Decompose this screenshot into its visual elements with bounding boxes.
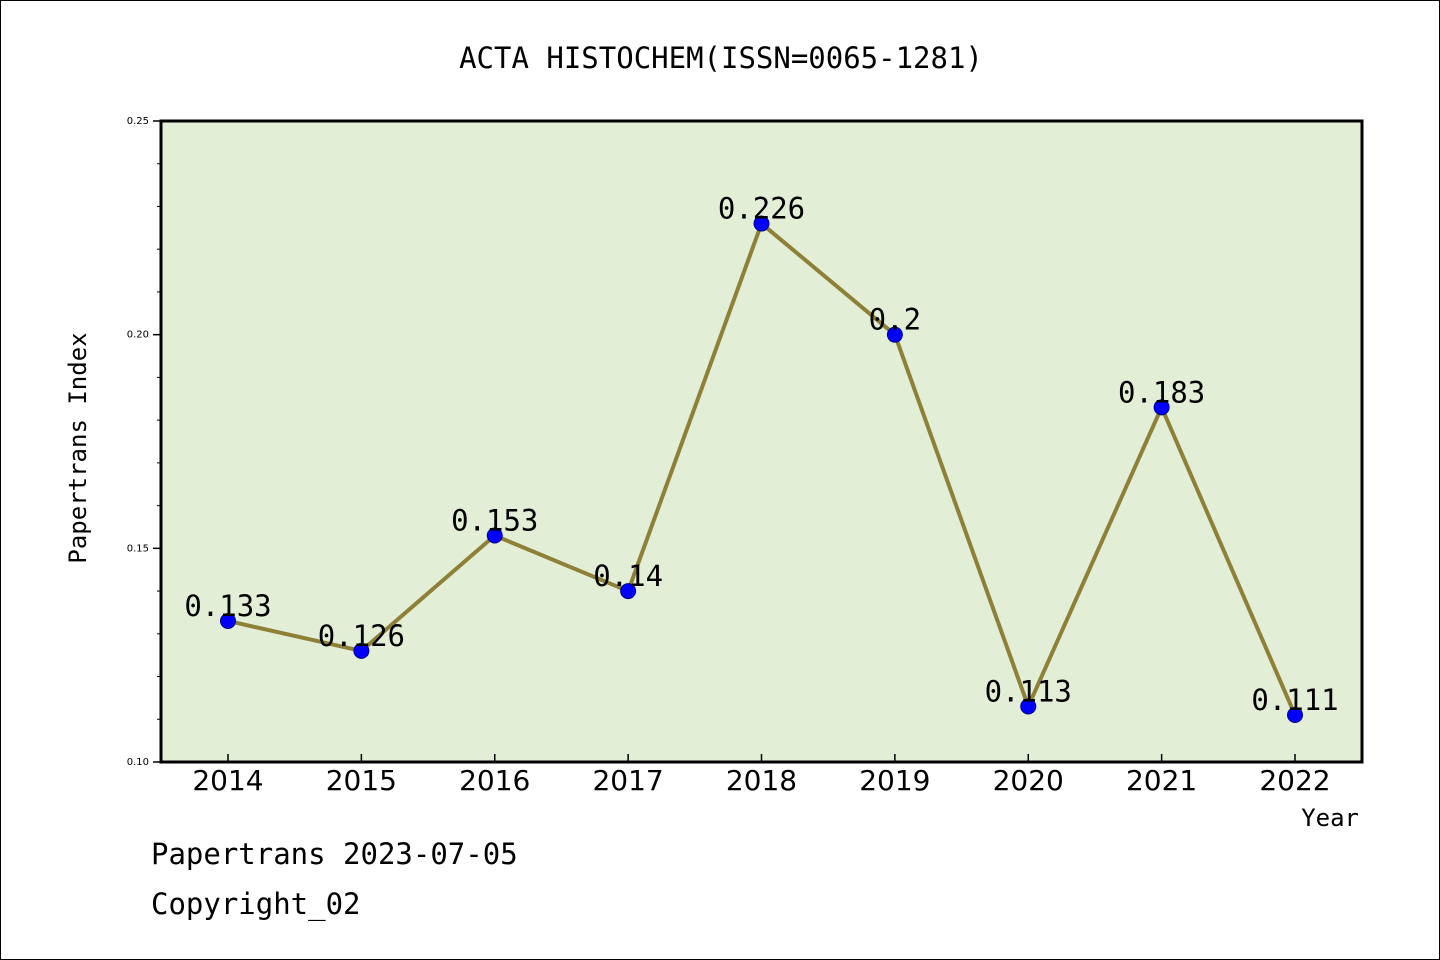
x-tick-label: 2019	[859, 764, 930, 797]
x-axis-ticks: 2014 2015 2016 2017 2018 2019 2020 2021 2022	[192, 754, 1331, 797]
y-tick-label: 0.10	[127, 757, 149, 768]
data-point	[886, 326, 903, 343]
data-point	[1153, 399, 1170, 416]
data-label: 0.111	[1251, 683, 1338, 717]
data-point	[1020, 698, 1037, 715]
data-point	[753, 215, 770, 232]
x-tick-label: 2014	[192, 764, 263, 797]
data-point	[486, 527, 503, 544]
x-tick-label: 2020	[993, 764, 1064, 797]
footer-copyright: Copyright_02	[151, 887, 361, 922]
x-tick-label: 2021	[1126, 764, 1197, 797]
x-tick-label: 2018	[726, 764, 797, 797]
chart-title: ACTA HISTOCHEM(ISSN=0065-1281)	[459, 41, 983, 75]
x-tick-label: 2016	[459, 764, 530, 797]
y-tick-label: 0.20	[127, 330, 149, 341]
series-papertrans-index: 0.133 0.126 0.153 0.14 0.226 0.2 0.113 0.183 0.1…	[184, 192, 1339, 723]
x-tick-label: 2017	[592, 764, 663, 797]
data-point	[220, 612, 236, 629]
data-label: 0.126	[318, 619, 405, 653]
data-point	[353, 642, 370, 659]
data-label: 0.2	[869, 303, 921, 337]
data-point	[1287, 706, 1303, 723]
y-tick-label: 0.15	[127, 543, 149, 554]
data-label: 0.183	[1118, 375, 1205, 409]
x-axis-label: Year	[1301, 804, 1359, 832]
data-label: 0.113	[985, 674, 1072, 708]
footer-date: Papertrans 2023-07-05	[151, 837, 518, 871]
y-axis-ticks: 0.10 0.15 0.20 0.25	[127, 116, 161, 768]
data-label: 0.133	[184, 589, 271, 623]
y-tick-label: 0.25	[127, 116, 149, 127]
x-tick-label: 2015	[326, 764, 397, 797]
x-tick-label: 2022	[1259, 764, 1330, 797]
data-label: 0.226	[718, 192, 805, 226]
data-label: 0.153	[451, 504, 538, 538]
data-point	[620, 583, 637, 600]
data-label: 0.14	[593, 559, 663, 593]
y-axis-label: Papertrans Index	[64, 332, 92, 563]
